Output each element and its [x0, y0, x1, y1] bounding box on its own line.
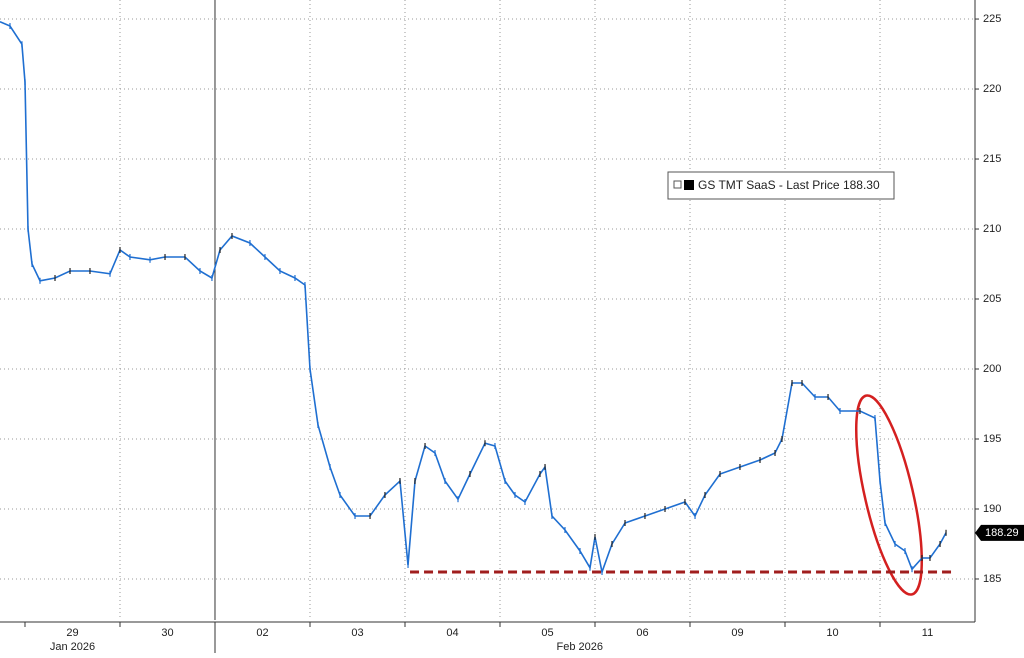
y-tick-label: 200 [983, 363, 1001, 375]
last-price-tag: 188.29 [985, 527, 1019, 539]
y-tick-label: 210 [983, 223, 1001, 235]
x-group-label: Feb 2026 [557, 641, 603, 653]
x-tick-label: 30 [161, 627, 173, 639]
x-tick-label: 02 [256, 627, 268, 639]
x-tick-label: 05 [541, 627, 553, 639]
y-tick-label: 195 [983, 433, 1001, 445]
legend-icon [673, 180, 682, 189]
x-group-label: Jan 2026 [50, 641, 95, 653]
x-tick-label: 11 [922, 627, 933, 639]
x-tick-label: 29 [66, 627, 78, 639]
highlight-ellipse [854, 394, 924, 596]
y-tick-label: 205 [983, 293, 1001, 305]
y-tick-label: 225 [983, 13, 1001, 25]
y-tick-label: 215 [983, 153, 1001, 165]
x-tick-label: 04 [446, 627, 458, 639]
x-tick-label: 10 [826, 627, 838, 639]
legend-label: GS TMT SaaS - Last Price 188.30 [698, 178, 880, 192]
x-tick-label: 09 [731, 627, 743, 639]
legend-box [667, 171, 895, 200]
y-tick-label: 190 [983, 503, 1001, 515]
plot-layer [0, 0, 975, 620]
last-price-tag-bg [975, 524, 1024, 541]
x-tick-label: 06 [636, 627, 648, 639]
x-tick-label: 03 [351, 627, 363, 639]
y-tick-label: 185 [983, 573, 1001, 585]
legend-swatch [684, 180, 694, 190]
y-tick-label: 220 [983, 83, 1001, 95]
